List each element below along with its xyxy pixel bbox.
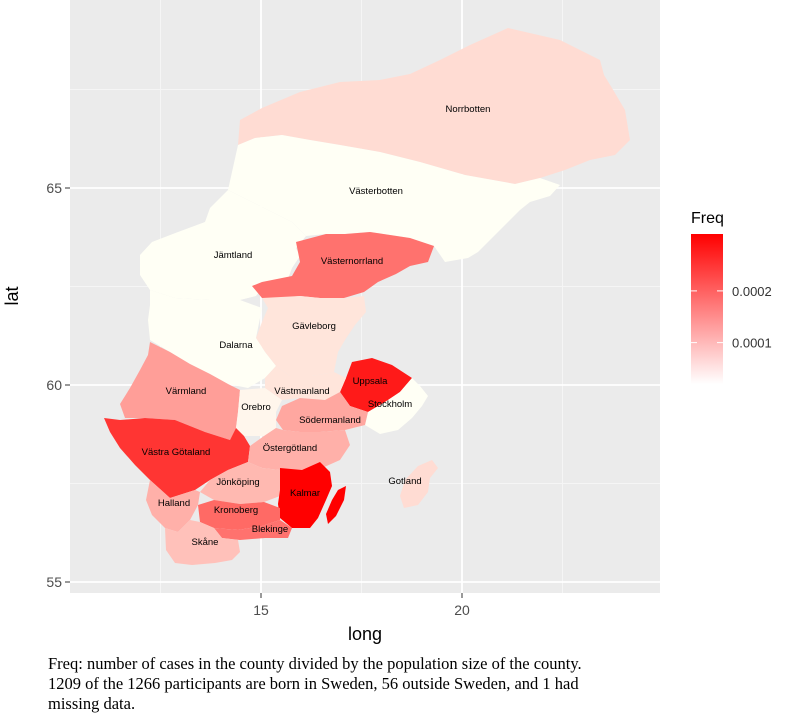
county-label-södermanland: Södermanland bbox=[299, 415, 361, 426]
y-tick-label: 65 bbox=[46, 180, 62, 196]
county-label-gotland: Gotland bbox=[388, 476, 421, 487]
figure-caption: Freq: number of cases in the county divi… bbox=[48, 654, 768, 714]
county-västra-götaland bbox=[104, 418, 250, 498]
county-labels: Norrbotten Västerbotten Jämtland Västernorr… bbox=[142, 104, 491, 548]
county-halland bbox=[146, 480, 200, 532]
x-tick-label: 15 bbox=[253, 602, 269, 618]
county-label-västernorrland: Västernorrland bbox=[321, 256, 383, 267]
county-polygons bbox=[104, 28, 630, 565]
county-västmanland bbox=[265, 366, 346, 400]
county-label-stockholm: Stockholm bbox=[368, 399, 412, 410]
county-label-kalmar: Kalmar bbox=[290, 488, 320, 499]
county-västernorrland bbox=[252, 232, 434, 298]
axis-ticks: 15 20 55 60 65 bbox=[46, 180, 470, 618]
county-label-östergötland: Östergötland bbox=[263, 443, 317, 454]
county-kalmar-island bbox=[326, 486, 346, 524]
y-tick-label: 55 bbox=[46, 574, 62, 590]
county-uppsala bbox=[340, 358, 412, 412]
county-label-jämtland: Jämtland bbox=[214, 250, 253, 261]
county-label-gävleborg: Gävleborg bbox=[292, 321, 336, 332]
legend: Freq 0.0002 0.0001 bbox=[691, 210, 772, 384]
legend-ticks: 0.0002 0.0001 bbox=[691, 284, 772, 351]
caption-line-2: 1209 of the 1266 participants are born i… bbox=[48, 674, 579, 693]
county-skåne bbox=[165, 520, 240, 565]
county-jämtland bbox=[140, 190, 306, 300]
county-blekinge bbox=[214, 520, 292, 540]
county-label-halland: Halland bbox=[158, 498, 190, 509]
county-orebro bbox=[236, 388, 282, 436]
county-kalmar bbox=[278, 462, 332, 528]
choropleth-figure: Norrbotten Västerbotten Jämtland Västernorr… bbox=[2, 0, 772, 644]
y-tick-label: 60 bbox=[46, 377, 62, 393]
county-kronoberg bbox=[198, 500, 280, 530]
county-label-blekinge: Blekinge bbox=[252, 524, 288, 535]
county-label-västmanland: Västmanland bbox=[274, 386, 329, 397]
county-label-kronoberg: Kronoberg bbox=[214, 505, 258, 516]
caption-line-3: missing data. bbox=[48, 694, 136, 713]
county-label-värmland: Värmland bbox=[166, 386, 207, 397]
y-axis-title: lat bbox=[2, 286, 22, 305]
county-label-orebro: Orebro bbox=[241, 402, 271, 413]
legend-title: Freq bbox=[691, 210, 724, 227]
county-västerbotten bbox=[228, 135, 560, 262]
county-stockholm bbox=[365, 378, 428, 434]
county-dalarna bbox=[148, 290, 276, 388]
legend-tick-label: 0.0001 bbox=[732, 336, 772, 351]
county-gotland bbox=[400, 460, 438, 508]
county-label-norrbotten: Norrbotten bbox=[446, 104, 491, 115]
county-label-västra-götaland: Västra Götaland bbox=[142, 447, 211, 458]
county-label-jönköping: Jönköping bbox=[216, 477, 259, 488]
county-södermanland bbox=[276, 392, 368, 432]
county-label-skåne: Skåne bbox=[192, 537, 219, 548]
caption-line-1: Freq: number of cases in the county divi… bbox=[48, 654, 582, 673]
county-label-västerbotten: Västerbotten bbox=[349, 186, 403, 197]
county-jönköping bbox=[200, 462, 285, 504]
county-norrbotten bbox=[238, 28, 630, 184]
county-gävleborg bbox=[256, 296, 366, 376]
county-label-uppsala: Uppsala bbox=[353, 376, 389, 387]
legend-colorbar bbox=[691, 234, 723, 384]
x-axis-title: long bbox=[348, 624, 382, 644]
legend-tick-label: 0.0002 bbox=[732, 284, 772, 299]
x-tick-label: 20 bbox=[454, 602, 470, 618]
county-östergötland bbox=[248, 428, 350, 470]
county-label-dalarna: Dalarna bbox=[219, 340, 253, 351]
county-värmland bbox=[120, 342, 240, 440]
